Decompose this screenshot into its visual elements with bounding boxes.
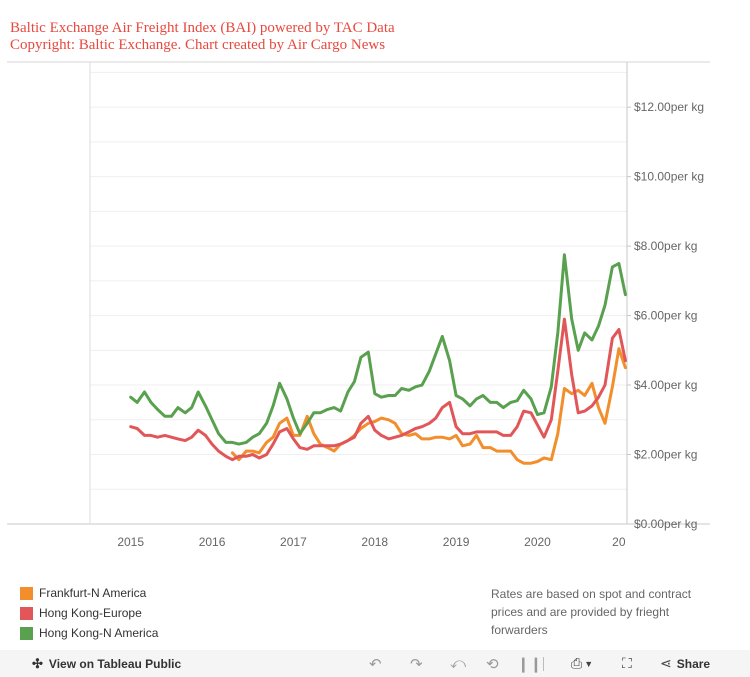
pause-icon[interactable]: ❙❙ [517,655,543,673]
x-tick-label: 2017 [280,535,307,549]
legend-item-hong-kong-n-america[interactable]: Hong Kong-N America [20,623,158,643]
y-tick-label: $10.00per kg [634,170,704,184]
legend: Frankfurt-N America Hong Kong-Europe Hon… [20,583,158,643]
x-tick-label: 2015 [117,535,144,549]
legend-label: Hong Kong-Europe [39,606,142,620]
y-tick-label: $6.00per kg [634,309,697,323]
legend-swatch [20,626,33,640]
legend-item-hong-kong-europe[interactable]: Hong Kong-Europe [20,603,158,623]
chart-subtitle: Copyright: Baltic Exchange. Chart create… [10,37,386,53]
fullscreen-icon[interactable]: ⛶ [622,655,632,671]
legend-label: Frankfurt-N America [39,586,147,600]
x-tick-label: 2020 [524,535,551,549]
tableau-toolbar: ✣ View on Tableau Public ↶ ↷ ⤺ ⟲ ❙❙ ⎙ ▼ ⛶… [0,650,750,677]
footnote: Rates are based on spot and contract pri… [491,587,692,637]
tableau-logo-icon: ✣ [32,655,43,671]
view-on-tableau-label: View on Tableau Public [48,656,182,671]
series-line-hong-kong-europe[interactable] [129,317,627,462]
undo-icon[interactable]: ↶ [369,655,382,673]
refresh-icon[interactable]: ⟲ [486,655,499,673]
series-line-frankfurt-n-america[interactable] [230,347,627,465]
x-tick-label: 2019 [443,535,470,549]
legend-item-frankfurt-n-america[interactable]: Frankfurt-N America [20,583,158,603]
toolbar-divider [543,657,544,671]
series-line-hong-kong-n-america[interactable] [129,253,627,446]
chevron-down-icon: ▼ [584,658,594,669]
x-tick-label: 20 [612,535,626,549]
legend-swatch [20,586,33,600]
legend-swatch [20,606,33,620]
y-tick-label: $2.00per kg [634,448,697,462]
revert-icon[interactable]: ⤺ [450,655,467,672]
y-tick-label: $4.00per kg [634,378,697,392]
line-chart[interactable]: $0.00per kg $2.00per kg $4.00per kg $6.00pe… [0,0,750,560]
chart-title: Baltic Exchange Air Freight Index (BAI) … [10,20,395,36]
x-tick-label: 2016 [199,535,226,549]
view-on-tableau-button[interactable]: ✣ View on Tableau Public [32,650,181,677]
y-tick-label: $8.00per kg [634,239,697,253]
y-tick-label: $12.00per kg [634,100,704,114]
chart-titles: Baltic Exchange Air Freight Index (BAI) … [10,20,395,54]
download-icon[interactable]: ⎙ ▼ [571,655,594,671]
x-tick-label: 2018 [361,535,388,549]
legend-label: Hong Kong-N America [39,626,159,640]
y-tick-label: $0.00per kg [634,517,697,531]
share-label: Share [676,656,711,671]
share-button[interactable]: ⋖ Share [660,650,710,677]
share-icon: ⋖ [660,655,672,671]
redo-icon[interactable]: ↷ [410,655,423,673]
